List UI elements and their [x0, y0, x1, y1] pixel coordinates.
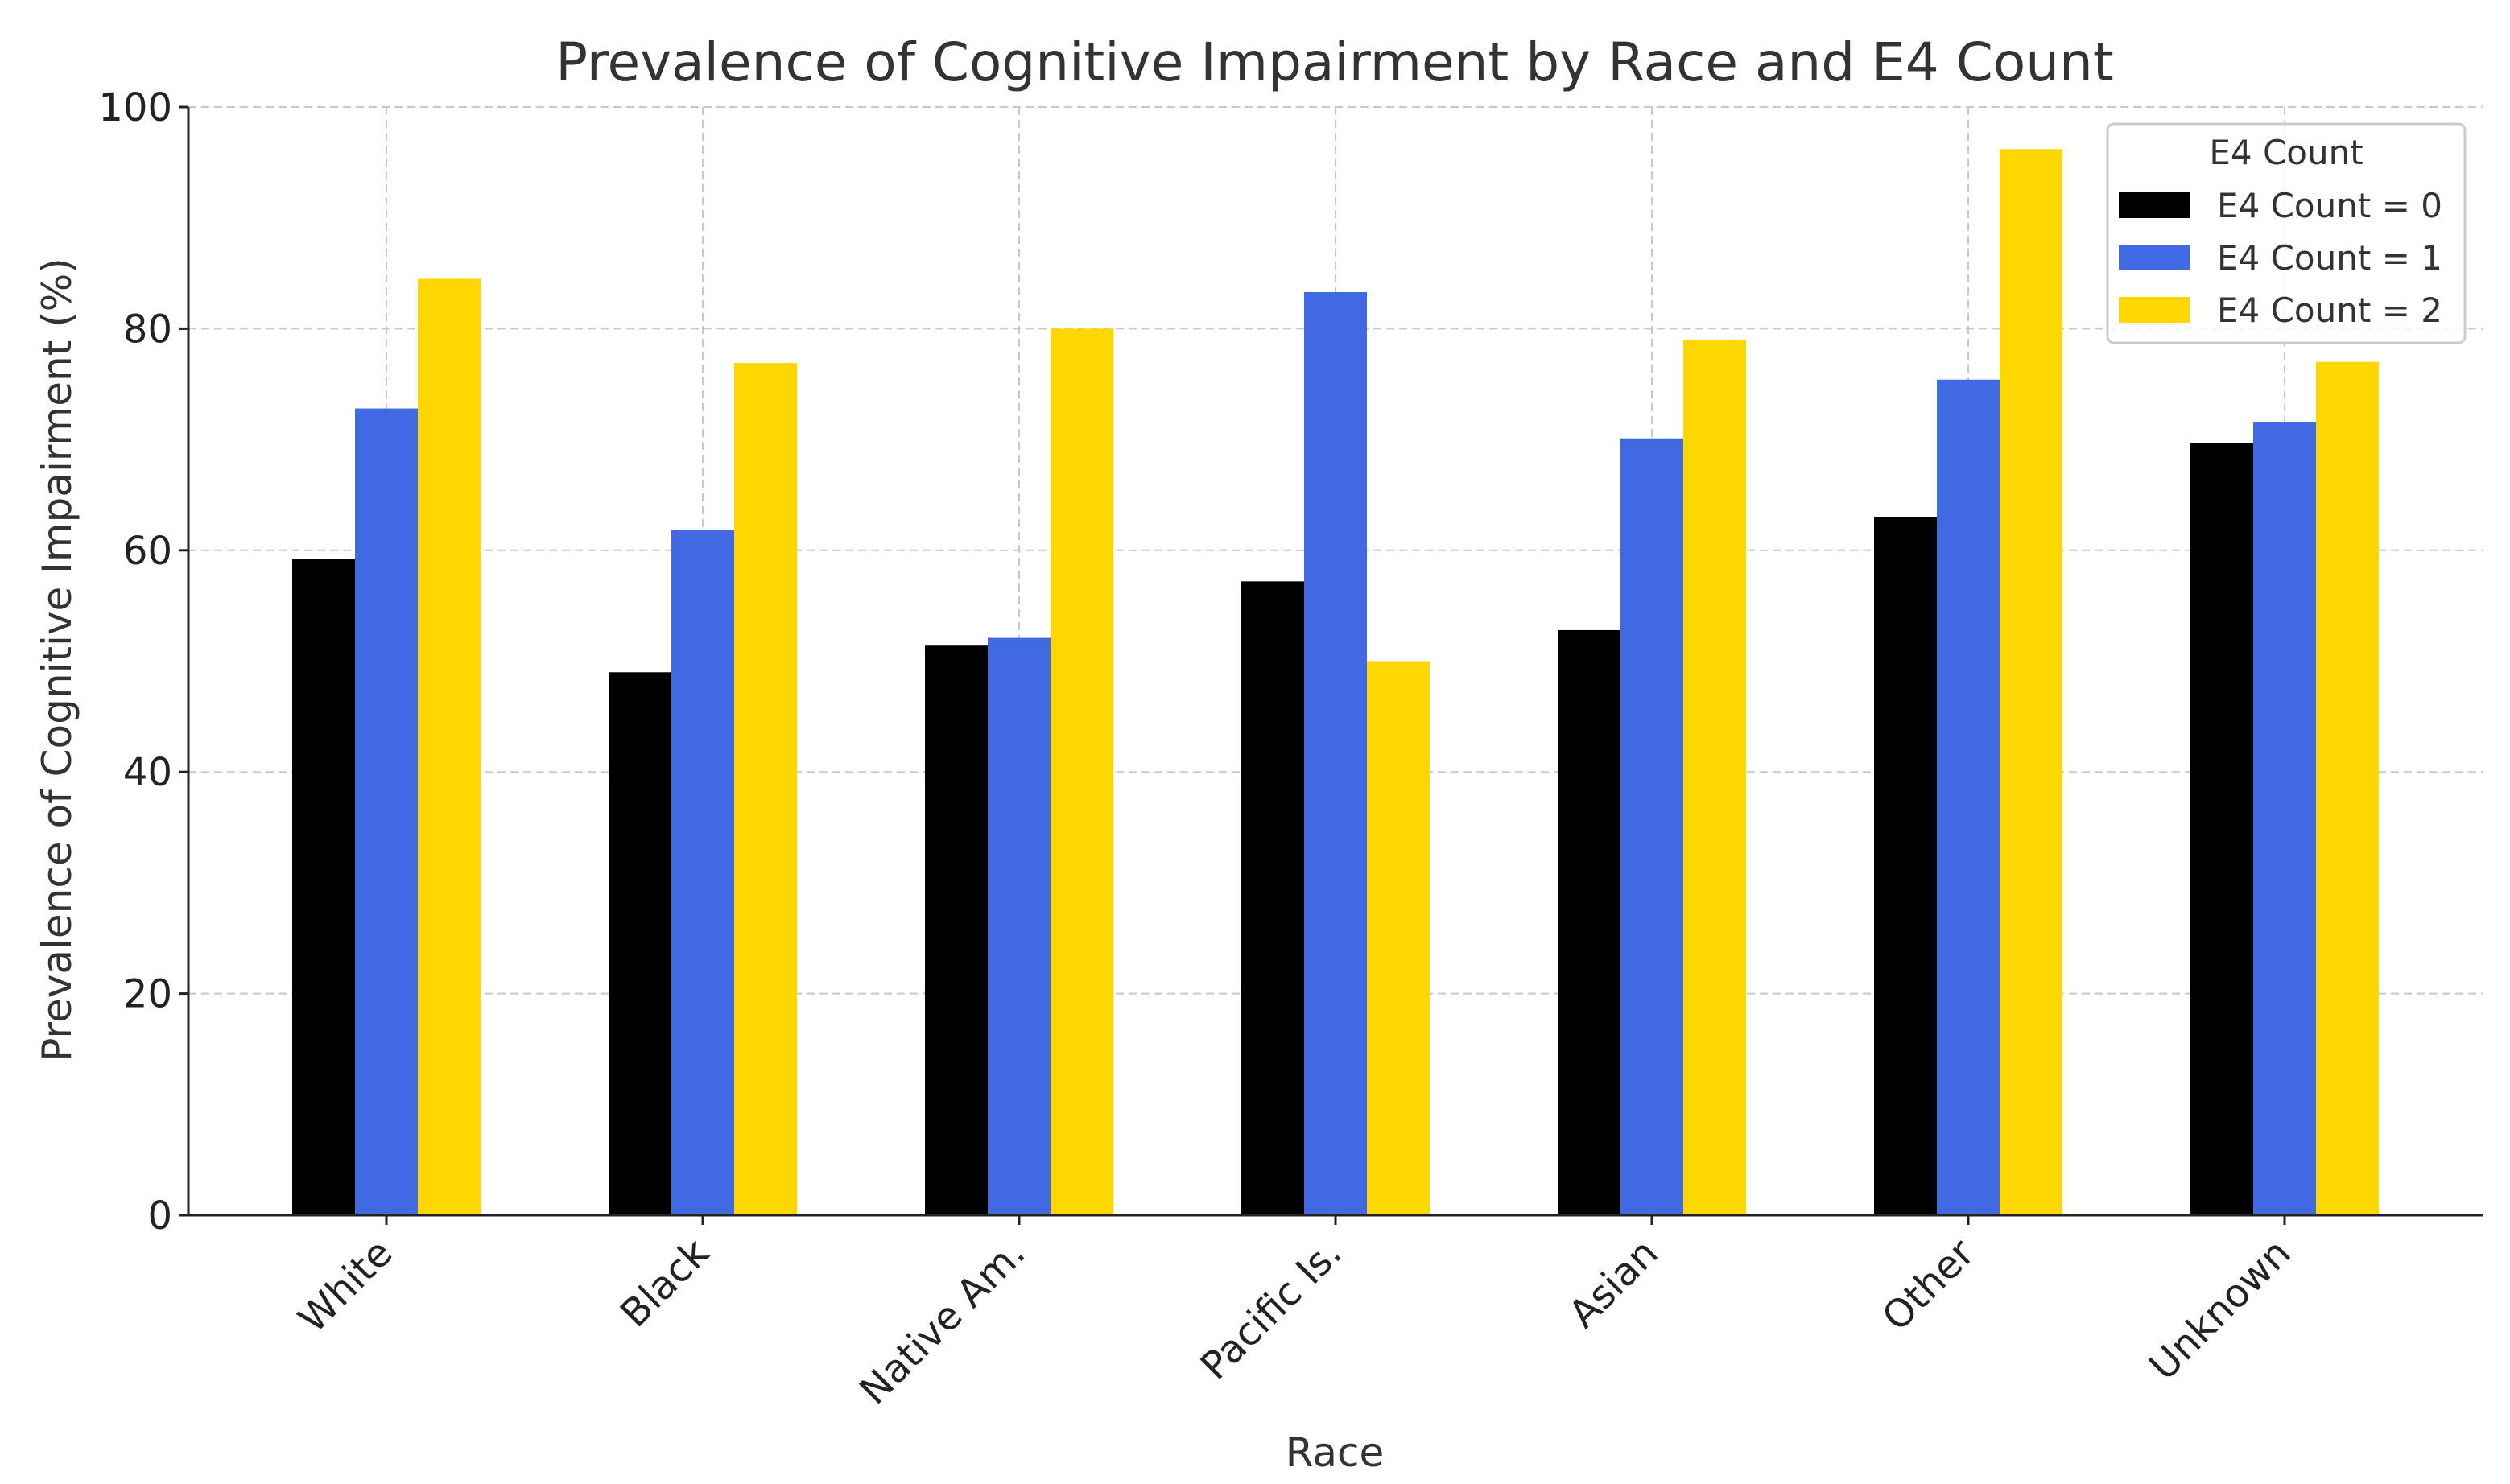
y-axis-label: Prevalence of Cognitive Impairment (%) — [34, 258, 81, 1061]
x-tick-label: Pacific Is. — [1192, 1230, 1351, 1389]
x-axis-label: Race — [1286, 1429, 1385, 1476]
legend-label: E4 Count = 2 — [2217, 291, 2442, 330]
y-tick-label: 60 — [123, 529, 172, 574]
x-tick-label: White — [290, 1230, 401, 1342]
bar — [418, 278, 481, 1215]
bar — [1683, 340, 1746, 1215]
bar — [609, 672, 671, 1215]
x-tick-label: Native Am. — [851, 1230, 1034, 1413]
legend-frame — [2106, 122, 2467, 344]
legend-label: E4 Count = 1 — [2217, 238, 2442, 278]
bar — [355, 408, 418, 1215]
bar — [1558, 629, 1620, 1215]
bar — [925, 645, 988, 1215]
bar — [734, 363, 797, 1215]
y-tick-label: 20 — [123, 972, 172, 1017]
legend-swatch — [2119, 192, 2190, 218]
x-tick-labels: White Black Native Am. Pacific Is. Asian Othe… — [290, 1215, 2299, 1413]
bar — [1937, 379, 2000, 1216]
x-tick-label: Other — [1874, 1230, 1984, 1340]
bar — [1051, 328, 1113, 1215]
bar — [2253, 422, 2316, 1215]
bar — [1241, 581, 1304, 1215]
bar — [1367, 661, 1430, 1215]
x-tick-label: Unknown — [2141, 1230, 2299, 1389]
y-tick-label: 80 — [123, 307, 172, 352]
y-tick-label: 0 — [147, 1193, 172, 1239]
bar — [2000, 149, 2062, 1215]
x-tick-label: Asian — [1560, 1230, 1666, 1337]
bar — [988, 637, 1051, 1215]
legend: E4 Count E4 Count = 0E4 Count = 1E4 Coun… — [2106, 122, 2467, 344]
y-tick-label: 40 — [123, 750, 172, 795]
legend-swatch — [2119, 245, 2190, 270]
chart-title: Prevalence of Cognitive Impairment by Ra… — [555, 31, 2114, 93]
bars — [292, 149, 2379, 1216]
legend-items: E4 Count = 0 E4 Count = 1 E4 Count = 2 — [2119, 186, 2442, 330]
bar — [1874, 517, 1937, 1215]
legend-title: E4 Count — [2209, 133, 2363, 172]
x-tick-label: Black — [612, 1230, 718, 1337]
legend-label: E4 Count = 0 — [2217, 186, 2442, 225]
y-tick-label: 100 — [98, 85, 172, 130]
y-tick-labels: 0 20 40 60 80 100 — [98, 85, 188, 1239]
bar — [1620, 438, 1683, 1215]
bar — [2190, 443, 2253, 1215]
bar — [292, 559, 355, 1215]
bar — [2316, 361, 2379, 1216]
bar — [671, 530, 734, 1215]
bar — [1304, 291, 1367, 1216]
legend-swatch — [2119, 297, 2190, 323]
